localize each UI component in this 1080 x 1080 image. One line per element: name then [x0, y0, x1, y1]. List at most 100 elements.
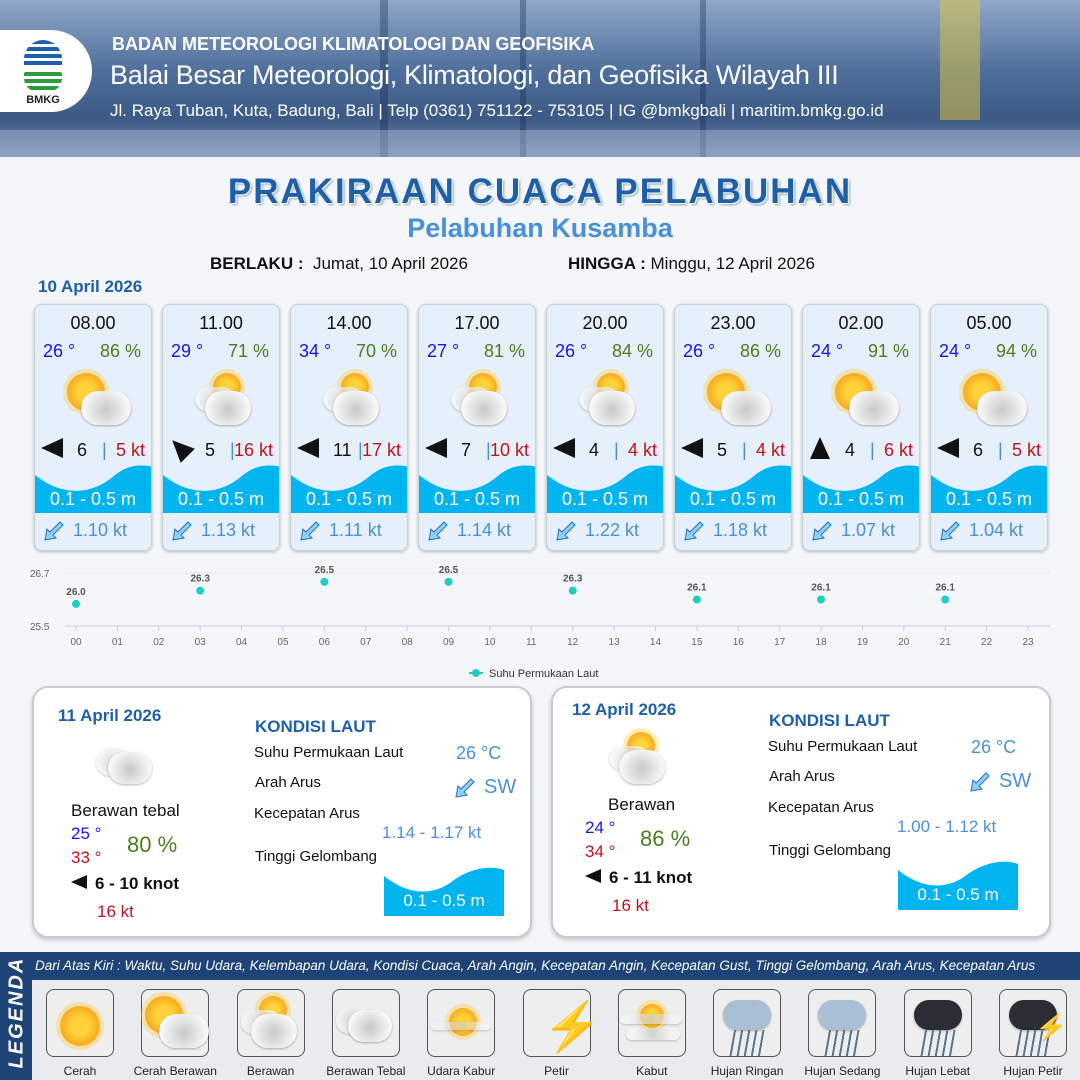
legend-label: Kabut: [636, 1064, 668, 1078]
cloud-icon: [205, 391, 251, 425]
x-tick-label: 20: [898, 637, 910, 648]
data-label: 26.1: [811, 583, 831, 594]
air-temp: 29 °: [171, 341, 204, 361]
forecast-time: 14.00: [326, 313, 372, 333]
x-tick-label: 19: [857, 637, 869, 648]
data-label: 26.3: [190, 574, 210, 585]
wind-direction-icon: [165, 433, 195, 463]
cloud-icon: [619, 750, 665, 784]
air-temp: 26 °: [555, 341, 588, 361]
wind-direction-icon: [937, 438, 959, 458]
cloud-icon: [250, 1014, 297, 1048]
sst-label: Suhu Permukaan Laut: [254, 744, 404, 761]
legend-label: Berawan: [246, 1064, 295, 1078]
gust-speed: 6 kt: [883, 440, 913, 460]
wind-direction-icon: [553, 438, 575, 458]
current-info: 1.18 kt: [683, 520, 767, 542]
valid-from-date: Jumat, 10 April 2026: [312, 254, 468, 273]
wave-height: 0.1 - 0.5 m: [433, 489, 521, 509]
current-arrow-icon: [970, 772, 990, 792]
wind-info: 5 | 16 kt: [165, 433, 277, 463]
current-speed-label: Kecepatan Arus: [768, 799, 874, 816]
current-arrow-icon: [300, 521, 320, 541]
legend-label: Hujan Ringan: [710, 1064, 784, 1078]
current-arrow-icon: [556, 521, 576, 541]
contact-info: Jl. Raya Tuban, Kuta, Badung, Bali | Tel…: [110, 101, 884, 120]
wind-speed: 7: [461, 440, 472, 460]
current-speed-value: 1.00 - 1.12 kt: [897, 817, 997, 836]
cloud-icon: [159, 1014, 210, 1048]
air-temp: 26 °: [43, 341, 76, 361]
humidity: 70 %: [355, 341, 397, 361]
x-tick-label: 12: [567, 637, 579, 648]
legend-title-text: LEGENDA: [5, 956, 28, 1069]
humidity: 86 %: [739, 341, 781, 361]
wave-height: 0.1 - 0.5 m: [49, 489, 137, 509]
cloud-icon: [589, 391, 635, 425]
data-label: 26.5: [315, 565, 335, 576]
y-tick-label: 26.7: [30, 569, 50, 580]
legend-label: Hujan Sedang: [804, 1064, 881, 1078]
gust-speed: 16 kt: [233, 440, 273, 460]
weather-berawan-tebal-icon: [332, 994, 402, 1054]
wind-direction-icon: [585, 869, 601, 883]
wind-direction-icon: [71, 875, 87, 889]
current-speed: 1.07 kt: [841, 520, 896, 540]
x-tick-label: 16: [733, 637, 745, 648]
legend-icon-box: [46, 989, 114, 1057]
air-temp: 24 °: [939, 341, 972, 361]
x-tick-label: 17: [774, 637, 786, 648]
gust-speed: 5 kt: [1011, 440, 1041, 460]
x-tick-label: 00: [70, 637, 82, 648]
legend-label: Suhu Permukaan Laut: [489, 668, 598, 680]
legend-icon-box: ⚡: [999, 989, 1067, 1057]
weather-kabut-icon: [618, 994, 688, 1054]
weather-icon: [605, 730, 675, 790]
weather-cerah-berawan-icon: [141, 994, 211, 1054]
x-tick-label: 04: [236, 637, 248, 648]
forecast-card: 17.00 27 ° 81 % 7 | 10 kt 0.1 - 0.5 m 1.…: [418, 304, 536, 551]
valid-to-label: HINGGA :: [568, 254, 646, 273]
legend-icon-box: ⚡: [522, 989, 602, 1057]
weather-cerah-berawan-icon: [703, 371, 773, 431]
data-point: [320, 577, 329, 586]
legend-icon-box: [141, 989, 211, 1057]
wind-direction-icon: [810, 437, 830, 459]
separator: |: [998, 440, 1003, 460]
data-label: 26.3: [563, 574, 583, 585]
x-tick-label: 05: [277, 637, 289, 648]
wind-speed: 6: [77, 440, 88, 460]
current-speed: 1.11 kt: [329, 520, 382, 540]
wave-graphic: [803, 465, 919, 513]
bmkg-logo: BMKG: [0, 30, 92, 112]
gust-speed: 4 kt: [755, 440, 785, 460]
forecast-time: 08.00: [70, 313, 116, 333]
air-temp: 24 °: [811, 341, 844, 361]
current-speed: 1.13 kt: [201, 520, 256, 540]
legend-icon-box: [236, 989, 305, 1057]
data-point: [941, 595, 950, 604]
logo-text: BMKG: [26, 94, 60, 106]
current-dir-value: SW: [999, 770, 1032, 792]
panel-wind: 6 - 10 knot: [71, 874, 179, 894]
cloud-icon: [977, 391, 1027, 425]
legend-icon-box: [427, 989, 496, 1057]
forecast-card: 08.00 26 ° 86 % 6 | 5 kt 0.1 - 0.5 m 1.1…: [34, 304, 152, 551]
cloud-icon: [619, 1014, 682, 1024]
day-panel-2: 12 April 2026 Berawan 24 ° 34 ° 86 % 6 -…: [551, 686, 1051, 938]
weather-hujan-ringan-icon: [713, 994, 783, 1056]
wind-info: 4 | 4 kt: [553, 438, 661, 462]
data-point: [692, 595, 701, 604]
forecast-card: 11.00 29 ° 71 % 5 | 16 kt 0.1 - 0.5 m 1.…: [162, 304, 280, 551]
legend-label: Hujan Lebat: [905, 1064, 971, 1078]
x-tick-label: 10: [484, 637, 496, 648]
x-tick-label: 09: [443, 637, 455, 648]
air-temp: 26 °: [683, 341, 716, 361]
legend-title: LEGENDA: [0, 952, 32, 1080]
panel-humidity: 80 %: [127, 832, 178, 857]
separator: |: [742, 440, 747, 460]
x-tick-label: 08: [402, 637, 414, 648]
org-name: BADAN METEOROLOGI KLIMATOLOGI DAN GEOFIS…: [112, 34, 595, 54]
day1-date: 10 April 2026: [38, 277, 143, 296]
current-info: 1.22 kt: [555, 520, 639, 542]
